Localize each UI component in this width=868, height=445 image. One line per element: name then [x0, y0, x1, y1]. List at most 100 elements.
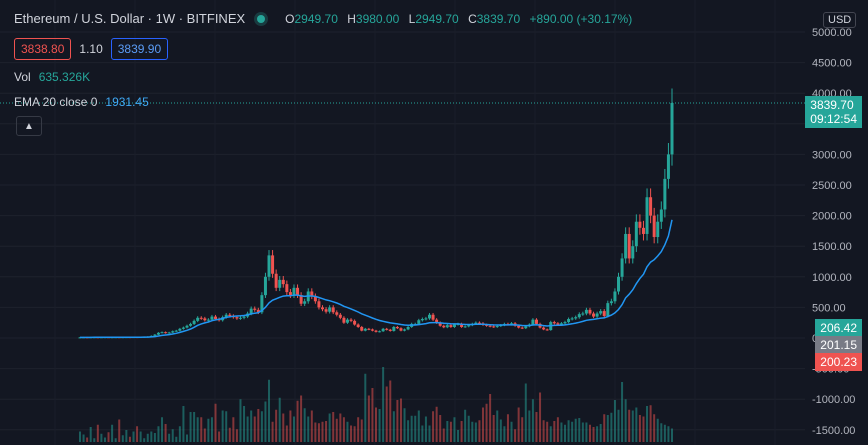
candle-body: [449, 325, 453, 327]
ema-indicator-legend[interactable]: EMA 20 close 0 1931.45: [14, 95, 149, 109]
volume-bar: [103, 437, 106, 442]
candle-body: [238, 317, 242, 319]
volume-bar: [503, 426, 506, 442]
candle-body: [617, 276, 621, 292]
volume-bar: [439, 415, 442, 442]
volume-bars: [79, 367, 673, 442]
volume-bar: [446, 421, 449, 442]
volume-bar: [403, 408, 406, 442]
volume-bar: [221, 410, 224, 442]
volume-bar: [603, 414, 606, 442]
candle-body: [645, 197, 649, 234]
volume-bar: [168, 433, 171, 442]
candle-body: [592, 313, 596, 317]
volume-bar: [382, 367, 385, 442]
volume-bar: [328, 413, 331, 442]
last-price-tag: 3839.70 09:12:54: [805, 96, 862, 128]
candle-body: [164, 332, 168, 334]
candle-body: [406, 326, 410, 330]
y-tick-label: 3000.00: [812, 149, 852, 161]
candle-body: [338, 314, 342, 318]
volume-bar: [521, 417, 524, 442]
candle-body: [214, 316, 218, 320]
volume-bar: [471, 421, 474, 442]
buy-price-button[interactable]: 3839.90: [110, 38, 169, 60]
currency-button[interactable]: USD: [823, 12, 857, 28]
volume-bar: [492, 415, 495, 442]
volume-bar: [157, 426, 160, 442]
y-tick-label: 1000.00: [812, 272, 852, 284]
volume-bar: [303, 408, 306, 442]
volume-bar: [86, 437, 89, 442]
volume-bar: [378, 409, 381, 442]
candle-body: [274, 273, 278, 288]
volume-bar: [531, 399, 534, 442]
volume-bar: [228, 427, 231, 442]
volume-bar: [417, 410, 420, 442]
volume-bar: [339, 413, 342, 442]
volume-bar: [257, 409, 260, 442]
volume-indicator-legend[interactable]: Vol 635.326K: [14, 70, 90, 84]
candle-body: [670, 102, 674, 155]
volume-bar: [161, 417, 164, 442]
candle-body: [599, 311, 603, 314]
candle-body: [156, 332, 160, 335]
candle-body: [299, 295, 303, 304]
volume-bar: [556, 417, 559, 442]
candle-body: [242, 316, 246, 318]
volume-bar: [357, 417, 360, 442]
candle-body: [310, 291, 314, 297]
candle-body: [303, 301, 307, 304]
candle-body: [367, 328, 371, 330]
ohlc-high: 3980.00: [355, 11, 400, 26]
candle-body: [417, 320, 421, 324]
candle-body: [574, 317, 578, 319]
volume-bar: [153, 433, 156, 442]
volume-bar: [617, 409, 620, 442]
volume-bar: [310, 410, 313, 442]
candle-body: [542, 327, 546, 330]
volume-bar: [428, 425, 431, 442]
volume-bar: [481, 407, 484, 442]
collapse-legend-button[interactable]: ▲: [16, 116, 42, 136]
candle-body: [356, 324, 360, 327]
candle-body: [659, 209, 663, 222]
candle-body: [363, 328, 367, 331]
volume-bar: [364, 373, 367, 442]
candle-body: [392, 326, 396, 331]
y-tick-label: 1500.00: [812, 241, 852, 253]
volume-bar: [592, 427, 595, 442]
volume-bar: [143, 438, 146, 442]
volume-bar: [549, 426, 552, 442]
candle-body: [485, 324, 489, 326]
sell-price-button[interactable]: 3838.80: [14, 38, 72, 60]
candle-body: [317, 301, 321, 308]
volume-bar: [200, 417, 203, 442]
y-tick-label: 2500.00: [812, 180, 852, 192]
candle-body: [331, 307, 335, 313]
ohlc-low: 2949.70: [415, 11, 459, 26]
volume-bar: [239, 399, 242, 442]
volume-bar: [182, 406, 185, 442]
volume-bar: [375, 407, 377, 442]
volume-bar: [271, 421, 274, 442]
candle-body: [559, 323, 563, 325]
volume-bar: [325, 421, 328, 442]
candle-body: [153, 334, 157, 336]
volume-bar: [653, 414, 656, 442]
volume-bar: [367, 395, 370, 442]
candle-body: [178, 328, 182, 331]
candle-body: [492, 326, 496, 328]
candle-body: [292, 287, 296, 296]
volume-bar: [136, 426, 139, 442]
candle-body: [260, 295, 264, 313]
ohlc-c-label: C: [468, 11, 477, 26]
candle-body: [424, 318, 428, 320]
volume-bar: [139, 431, 142, 442]
symbol-title[interactable]: Ethereum / U.S. Dollar · 1W · BITFINEX: [14, 11, 246, 26]
last-price-value: 3839.70: [810, 98, 854, 112]
volume-bar: [663, 424, 666, 442]
volume-bar: [542, 420, 545, 442]
volume-bar: [289, 410, 292, 442]
